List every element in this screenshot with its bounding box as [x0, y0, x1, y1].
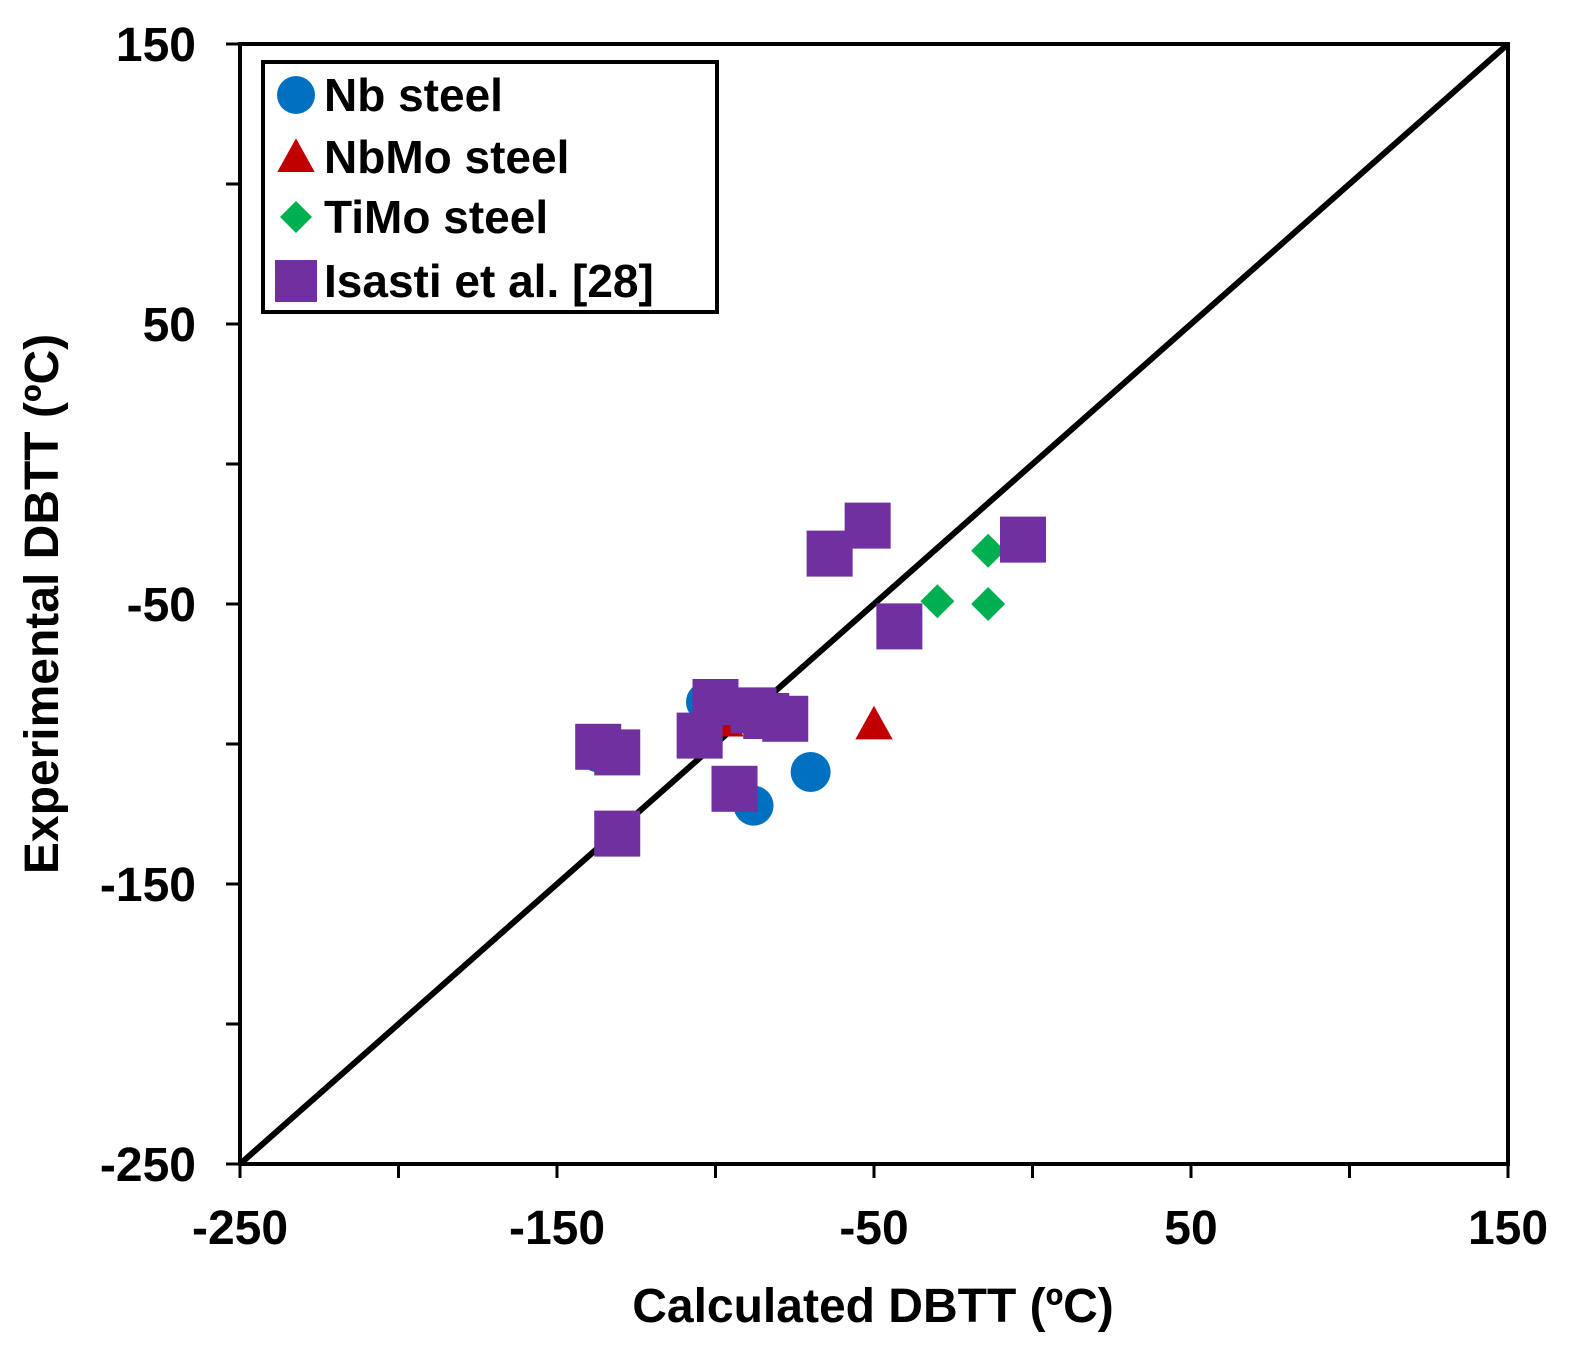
legend-label: TiMo steel: [324, 191, 548, 243]
reference-line: [238, 41, 1510, 1167]
y-tick-label: -250: [100, 1139, 196, 1192]
data-point-triangle: [855, 705, 893, 740]
data-point-square: [876, 603, 923, 650]
legend-label: Isasti et al. [28]: [324, 255, 654, 307]
data-point-square: [594, 810, 641, 857]
x-axis-title: Calculated DBTT (ºC): [632, 1280, 1114, 1333]
series-square-group: [575, 502, 1046, 857]
x-tick-label: -250: [192, 1202, 288, 1255]
legend-item: TiMo steel: [280, 191, 548, 243]
x-tick-label: 50: [1164, 1202, 1217, 1255]
x-tick-label: -150: [509, 1202, 605, 1255]
legend-item: NbMo steel: [277, 131, 569, 183]
x-tick-label: -50: [839, 1202, 908, 1255]
x-tick-label: 150: [1468, 1202, 1548, 1255]
data-point-square: [806, 530, 853, 577]
legend-item: Nb steel: [277, 69, 503, 121]
data-point-square: [594, 729, 641, 776]
y-tick-label: -50: [127, 579, 196, 632]
data-point-circle: [790, 752, 831, 792]
y-tick-label: -150: [100, 859, 196, 912]
legend-label: Nb steel: [324, 69, 503, 121]
legend-item: Isasti et al. [28]: [275, 255, 654, 307]
y-tick-label: 50: [143, 299, 196, 352]
series-diamond-group: [920, 533, 1006, 621]
data-point-square: [999, 516, 1046, 563]
legend-box: [261, 60, 719, 314]
legend-marker-triangle: [277, 138, 315, 172]
data-point-square: [711, 765, 758, 812]
legend-marker-circle: [277, 76, 315, 114]
data-point-diamond: [920, 584, 955, 619]
data-point-square: [676, 712, 723, 759]
y-axis-title: Experimental DBTT (ºC): [16, 334, 69, 874]
data-point-square: [762, 695, 809, 742]
data-point-diamond: [971, 533, 1006, 568]
reference-line-layer: [238, 41, 1510, 1167]
data-points-layer: [575, 502, 1046, 857]
legend-label: NbMo steel: [324, 131, 569, 183]
legend: Nb steel NbMo steel TiMo steel Isasti et al…: [261, 60, 719, 314]
tick-labels-layer: -250 -150 -50 50 150 -250 -150 -50 50 150: [100, 19, 1548, 1255]
legend-marker-diamond: [280, 201, 312, 233]
data-point-diamond: [971, 587, 1006, 621]
legend-marker-square: [275, 260, 317, 302]
y-tick-label: 150: [116, 19, 196, 72]
axes-layer: [226, 42, 1510, 1178]
